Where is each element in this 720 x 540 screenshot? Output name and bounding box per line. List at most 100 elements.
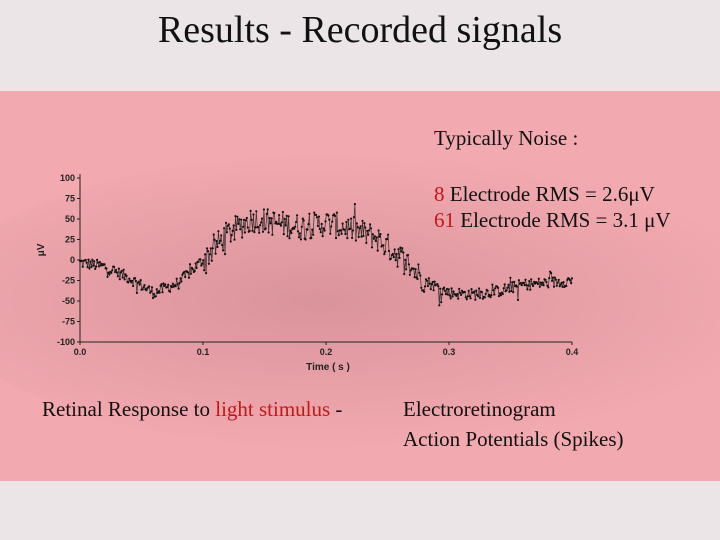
signal-point	[403, 272, 406, 276]
signal-point	[457, 297, 460, 300]
signal-point	[224, 221, 228, 224]
signal-point	[439, 287, 442, 290]
signal-point	[297, 236, 301, 239]
signal-point	[267, 231, 270, 234]
signal-point	[387, 249, 391, 253]
signal-point	[360, 235, 363, 238]
signal-point	[132, 284, 135, 288]
eye-background	[0, 151, 720, 451]
signal-point	[85, 261, 88, 264]
signal-point	[355, 222, 358, 225]
signal-point	[160, 283, 163, 286]
signal-point	[354, 239, 357, 242]
signal-point	[399, 246, 402, 249]
signal-point	[405, 268, 408, 271]
signal-point	[189, 272, 192, 275]
signal-point	[428, 282, 431, 285]
signal-point	[367, 233, 370, 236]
signal-point	[446, 293, 449, 296]
signal-point	[400, 250, 403, 253]
signal-point	[456, 293, 459, 296]
signal-point	[226, 224, 229, 227]
signal-point	[392, 256, 395, 259]
signal-point	[365, 241, 368, 244]
signal-point	[554, 278, 558, 281]
caption-right-line-1: Electroretinogram	[403, 397, 556, 421]
signal-point	[202, 259, 205, 262]
signal-point	[164, 283, 167, 286]
signal-point	[307, 223, 310, 226]
signal-point	[108, 273, 111, 276]
signal-point	[125, 274, 128, 277]
signal-point	[197, 260, 200, 263]
signal-point	[466, 295, 469, 298]
signal-point	[562, 281, 565, 284]
signal-point	[265, 212, 268, 216]
signal-point	[368, 229, 371, 232]
signal-point	[541, 281, 544, 284]
signal-point	[236, 215, 239, 218]
signal-point	[106, 275, 109, 278]
signal-point	[416, 277, 419, 281]
signal-point	[194, 262, 197, 265]
signal-point	[96, 258, 99, 261]
signal-point	[156, 291, 159, 294]
signal-point	[432, 289, 435, 292]
signal-point	[407, 263, 410, 266]
signal-point	[222, 249, 225, 252]
signal-point	[349, 227, 352, 230]
signal-point	[233, 238, 236, 241]
signal-point	[176, 283, 179, 286]
signal-point	[413, 276, 416, 279]
signal-point	[92, 264, 95, 267]
signal-point	[150, 286, 154, 289]
signal-point	[364, 226, 367, 229]
signal-point	[231, 229, 234, 232]
caption-suffix: -	[330, 397, 343, 421]
signal-point	[431, 280, 434, 284]
signal-point	[478, 287, 481, 290]
signal-point	[81, 265, 84, 268]
signal-point	[201, 262, 204, 265]
signal-point	[278, 214, 281, 217]
signal-point	[429, 288, 432, 291]
signal-point	[369, 223, 372, 226]
signal-point	[299, 238, 302, 241]
signal-point	[553, 276, 557, 279]
signal-point	[508, 290, 511, 293]
signal-point	[179, 277, 182, 280]
signal-point	[124, 273, 127, 276]
signal-point	[398, 256, 401, 259]
signal-point	[509, 276, 512, 279]
signal-point	[359, 225, 362, 228]
signal-point	[290, 231, 293, 235]
signal-point	[301, 217, 304, 220]
signal-point	[282, 233, 285, 236]
signal-point	[491, 283, 494, 286]
signal-point	[337, 234, 340, 237]
signal-point	[498, 292, 502, 295]
signal-point	[212, 233, 215, 236]
signal-point	[552, 285, 556, 288]
signal-point	[89, 260, 92, 263]
signal-point	[240, 218, 243, 221]
signal-point	[284, 224, 287, 227]
signal-point	[98, 261, 101, 264]
signal-point	[502, 287, 505, 290]
signal-point	[298, 232, 301, 235]
signal-point	[306, 228, 309, 231]
signal-point	[523, 284, 526, 287]
signal-point	[296, 230, 300, 233]
signal-point	[321, 235, 324, 238]
x-tick-label: 0.1	[197, 347, 210, 357]
signal-point	[430, 283, 433, 286]
signal-point	[547, 286, 550, 289]
signal-point	[529, 288, 532, 291]
signal-point	[376, 249, 379, 252]
signal-point	[570, 277, 574, 280]
signal-point	[237, 222, 240, 225]
signal-point	[544, 278, 547, 281]
signal-point	[375, 236, 378, 239]
signal-point	[370, 246, 374, 249]
signal-point	[209, 247, 212, 250]
